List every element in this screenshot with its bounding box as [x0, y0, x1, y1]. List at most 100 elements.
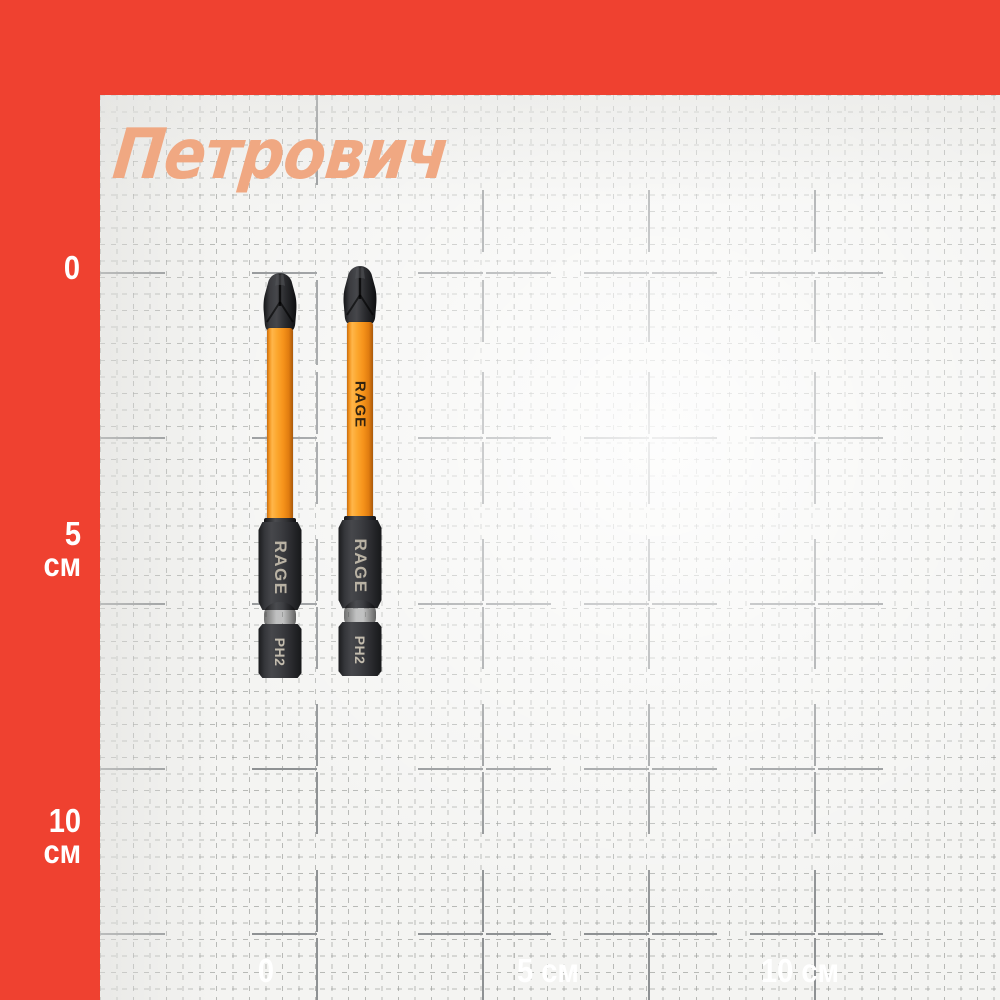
grid-major-mark — [316, 372, 318, 434]
graph-paper-background: Петрович — [100, 95, 1000, 1000]
grid-major-mark — [100, 933, 165, 935]
grid-major-mark — [814, 870, 816, 932]
grid-major-mark — [482, 539, 484, 601]
grid-major-mark — [316, 938, 318, 1000]
grid-major-mark — [818, 768, 883, 770]
grid-major-mark — [482, 280, 484, 342]
bit-hex-brand-label: RAGE — [351, 538, 370, 594]
grid-major-mark — [584, 933, 649, 935]
ruler-left-label-10-unit: см — [43, 833, 82, 871]
grid-major-mark — [750, 272, 815, 274]
screwdriver-bit-left: RAGE PH2 — [258, 272, 302, 682]
bit-hex-shank-upper — [258, 522, 302, 610]
ruler-left-label-0: 0 — [63, 249, 80, 286]
grid-major-mark — [482, 442, 484, 504]
bit-size-label: PH2 — [352, 635, 368, 665]
grid-major-mark — [648, 870, 650, 932]
grid-major-mark — [418, 933, 483, 935]
grid-major-mark — [316, 442, 318, 504]
ruler-left-label-5-value: 5 — [64, 515, 82, 552]
grid-major-mark — [648, 607, 650, 669]
grid-major-mark — [418, 437, 483, 439]
bit-shaft — [347, 322, 373, 522]
grid-major-mark — [584, 603, 649, 605]
ruler-left-label-10-value: 10 — [48, 802, 82, 839]
bit-hex-shank-lower — [338, 622, 382, 676]
grid-major-mark — [316, 280, 318, 365]
grid-major-mark — [818, 437, 883, 439]
grid-major-mark — [482, 372, 484, 434]
grid-major-mark — [750, 437, 815, 439]
grid-major-mark — [818, 603, 883, 605]
grid-major-mark — [648, 190, 650, 252]
grid-major-mark — [814, 280, 816, 342]
grid-major-mark — [316, 704, 318, 766]
grid-major-mark — [482, 870, 484, 932]
grid-major-mark — [316, 772, 318, 834]
bit-shaft — [267, 328, 293, 524]
ruler-top-label-10: 10 см — [760, 951, 839, 989]
grid-major-mark — [482, 607, 484, 669]
grid-major-mark — [482, 938, 484, 1000]
grid-major-mark — [584, 768, 649, 770]
bit-hex-shank-upper — [338, 520, 382, 608]
ruler-left-label-10: 10 см — [4, 802, 86, 871]
brand-watermark: Петрович — [109, 113, 453, 195]
bit-hex-shank-lower — [258, 624, 302, 678]
grid-major-mark — [584, 272, 649, 274]
grid-major-mark — [750, 768, 815, 770]
grid-major-mark — [316, 539, 318, 601]
grid-major-mark — [652, 768, 717, 770]
bit-shaft-brand-label: RAGE — [351, 380, 369, 429]
grid-major-mark — [648, 442, 650, 504]
screwdriver-bit-right: RAGE RAGE PH2 — [338, 264, 382, 676]
grid-major-mark — [814, 607, 816, 669]
grid-major-mark — [316, 870, 318, 932]
ruler-top-band — [0, 0, 1000, 95]
grid-major-mark — [648, 772, 650, 834]
grid-major-mark — [486, 933, 551, 935]
grid-minor-horizontal — [100, 95, 1000, 1000]
grid-major-mark — [648, 539, 650, 601]
grid-major-mark — [648, 372, 650, 434]
grid-major-mark — [486, 272, 551, 274]
grid-major-mark — [482, 704, 484, 766]
grid-major-mark — [652, 933, 717, 935]
grid-major-mark — [814, 372, 816, 434]
grid-major-mark — [100, 272, 165, 274]
bit-hex-brand-label: RAGE — [271, 540, 290, 596]
grid-major-mark — [100, 437, 165, 439]
ruler-left-label-5-unit: см — [43, 546, 82, 584]
bit-size-label: PH2 — [272, 637, 288, 667]
ruler-top-label-5: 5 см — [517, 951, 579, 989]
grid-major-mark — [652, 437, 717, 439]
grid-major-mark — [316, 607, 318, 669]
grid-major-mark — [418, 768, 483, 770]
grid-major-mark — [750, 603, 815, 605]
grid-major-mark — [750, 933, 815, 935]
grid-major-mark — [252, 768, 317, 770]
grid-major-mark — [486, 768, 551, 770]
grid-major-mark — [818, 933, 883, 935]
grid-major-mark — [584, 437, 649, 439]
grid-major-mark — [482, 772, 484, 834]
grid-major-mark — [486, 437, 551, 439]
grid-major-mark — [252, 933, 317, 935]
grid-major-mark — [648, 280, 650, 342]
grid-major-mark — [818, 272, 883, 274]
ruler-left-band — [0, 0, 100, 1000]
grid-major-mark — [814, 772, 816, 834]
grid-major-mark — [814, 539, 816, 601]
grid-major-mark — [648, 704, 650, 766]
grid-major-mark — [814, 442, 816, 504]
grid-major-mark — [418, 272, 483, 274]
grid-major-mark — [486, 603, 551, 605]
grid-major-mark — [100, 603, 165, 605]
grid-major-mark — [100, 768, 165, 770]
grid-major-mark — [652, 272, 717, 274]
ruler-top-label-0: 0 — [257, 951, 275, 989]
grid-major-mark — [652, 603, 717, 605]
grid-major-mark — [814, 190, 816, 252]
grid-major-mark — [482, 190, 484, 252]
